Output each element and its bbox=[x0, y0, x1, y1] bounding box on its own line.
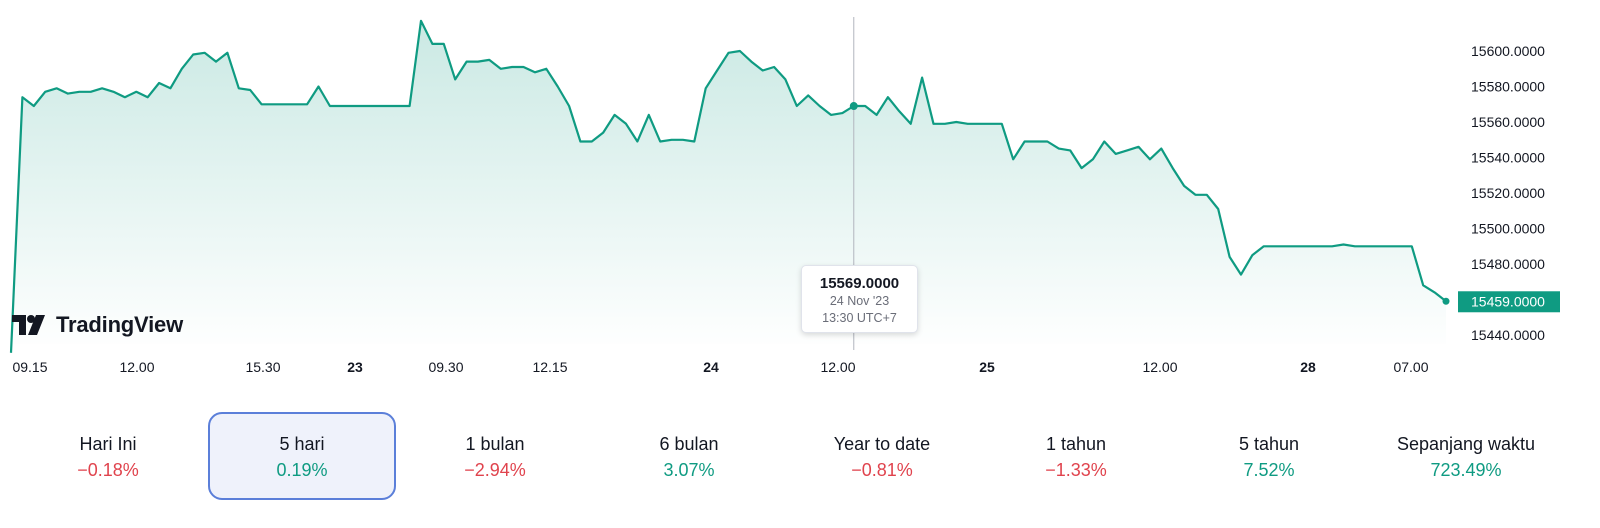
period-label: 1 bulan bbox=[465, 434, 525, 454]
y-tick-label: 15540.0000 bbox=[1471, 150, 1545, 166]
period-change: −1.33% bbox=[1045, 460, 1107, 480]
tradingview-logo-icon bbox=[12, 315, 45, 335]
tradingview-logo: TradingView bbox=[12, 312, 183, 338]
price-tooltip: 15569.0000 24 Nov '23 13:30 UTC+7 bbox=[801, 265, 918, 333]
period-tab[interactable]: 5 hari 0.19% bbox=[208, 412, 396, 500]
x-tick-label: 09.15 bbox=[12, 359, 47, 375]
x-tick-label: 12.00 bbox=[1142, 359, 1177, 375]
period-label: 1 tahun bbox=[1045, 434, 1107, 454]
x-tick-label: 23 bbox=[347, 359, 363, 375]
x-tick-label: 12.15 bbox=[532, 359, 567, 375]
period-tab[interactable]: 1 bulan −2.94% bbox=[401, 412, 589, 500]
x-tick-label: 25 bbox=[979, 359, 995, 375]
x-tick-label: 28 bbox=[1300, 359, 1316, 375]
y-tick-label: 15560.0000 bbox=[1471, 114, 1545, 130]
period-tab[interactable]: 5 tahun 7.52% bbox=[1175, 412, 1363, 500]
last-price-badge bbox=[1458, 291, 1560, 313]
period-change: −2.94% bbox=[464, 460, 526, 480]
period-label: Sepanjang waktu bbox=[1396, 434, 1536, 454]
price-chart[interactable]: 15600.0000 15580.0000 15560.0000 15540.0000… bbox=[0, 0, 1600, 395]
price-area bbox=[11, 20, 1446, 353]
period-tab[interactable]: 6 bulan 3.07% bbox=[595, 412, 783, 500]
x-tick-label: 12.00 bbox=[119, 359, 154, 375]
y-tick-label: 15520.0000 bbox=[1471, 185, 1545, 201]
period-label: 5 hari bbox=[279, 434, 325, 454]
x-tick-label: 15.30 bbox=[245, 359, 280, 375]
period-tab[interactable]: Sepanjang waktu 723.49% bbox=[1372, 412, 1560, 500]
last-price-label: 15459.0000 bbox=[1471, 293, 1545, 309]
period-selector: Hari Ini −0.18% 5 hari 0.19% 1 bulan −2.94% 6 … bbox=[0, 412, 1600, 502]
period-change: −0.81% bbox=[851, 460, 913, 480]
y-tick-label: 15580.0000 bbox=[1471, 79, 1545, 95]
tooltip-value: 15569.0000 bbox=[819, 275, 900, 292]
x-tick-label: 12.00 bbox=[820, 359, 855, 375]
period-change: −0.18% bbox=[77, 460, 139, 480]
period-label: 5 tahun bbox=[1238, 434, 1300, 454]
tooltip-date: 24 Nov '23 bbox=[829, 294, 890, 308]
period-label: Year to date bbox=[833, 434, 931, 454]
y-tick-label: 15600.0000 bbox=[1471, 43, 1545, 59]
y-tick-label: 15440.0000 bbox=[1471, 327, 1545, 343]
x-tick-label: 09.30 bbox=[428, 359, 463, 375]
y-tick-label: 15500.0000 bbox=[1471, 221, 1545, 237]
last-point bbox=[1442, 297, 1450, 305]
period-label: Hari Ini bbox=[79, 434, 137, 454]
highlight-point bbox=[849, 102, 858, 111]
period-change: 7.52% bbox=[1243, 460, 1295, 480]
period-label: 6 bulan bbox=[659, 434, 719, 454]
x-tick-label: 07.00 bbox=[1393, 359, 1428, 375]
period-tab[interactable]: Year to date −0.81% bbox=[788, 412, 976, 500]
period-change: 3.07% bbox=[663, 460, 715, 480]
period-change: 723.49% bbox=[1430, 460, 1502, 480]
period-tab[interactable]: Hari Ini −0.18% bbox=[14, 412, 202, 500]
x-tick-label: 24 bbox=[703, 359, 719, 375]
period-tab[interactable]: 1 tahun −1.33% bbox=[982, 412, 1170, 500]
period-change: 0.19% bbox=[276, 460, 328, 480]
price-line bbox=[9, 19, 1447, 353]
brand-name: TradingView bbox=[56, 312, 183, 337]
price-chart-svg[interactable]: 15600.0000 15580.0000 15560.0000 15540.0000… bbox=[0, 0, 1600, 395]
tooltip-time: 13:30 UTC+7 bbox=[822, 311, 897, 325]
y-tick-label: 15480.0000 bbox=[1471, 256, 1545, 272]
